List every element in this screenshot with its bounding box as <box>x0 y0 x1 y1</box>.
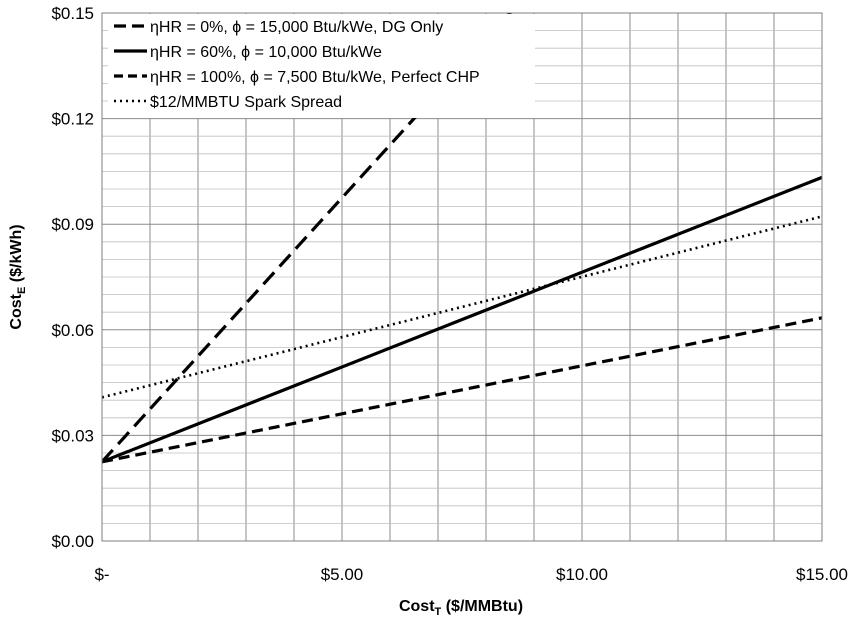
y-axis-title-subscript: E <box>16 287 28 294</box>
y-axis-title-unit: ($/kWh) <box>8 224 25 286</box>
y-tick-label: $0.15 <box>51 4 94 23</box>
y-tick-label: $0.00 <box>51 532 94 551</box>
y-tick-label: $0.09 <box>51 215 94 234</box>
legend-label-4: $12/MMBTU Spark Spread <box>150 94 342 111</box>
series-line-4 <box>102 215 822 399</box>
y-tick-label: $0.12 <box>51 110 94 129</box>
legend: ηHR = 0%, ϕ = 15,000 Btu/kWe, DG Only ηHR… <box>108 14 535 118</box>
series-line-3 <box>102 316 822 464</box>
x-tick-label: $5.00 <box>321 565 364 584</box>
legend-label-2: ηHR = 60%, ϕ = 10,000 Btu/kWe <box>150 44 382 61</box>
y-tick-label: $0.06 <box>51 321 94 340</box>
legend-label-3: ηHR = 100%, ϕ = 7,500 Btu/kWe, Perfect C… <box>150 69 480 86</box>
x-axis-title-unit: ($/MMBtu) <box>441 598 523 615</box>
x-tick-label: $15.00 <box>796 565 848 584</box>
series-line-2 <box>102 175 822 464</box>
x-axis-title-main: Cost <box>399 598 435 615</box>
plot-area-frame <box>101 12 823 542</box>
y-axis-title: CostE ($/kWh) <box>8 224 28 329</box>
x-tick-label: $10.00 <box>556 565 608 584</box>
x-axis-title: CostT ($/MMBtu) <box>399 598 523 618</box>
x-axis-title-subscript: T <box>435 606 442 618</box>
y-tick-label: $0.03 <box>51 426 94 445</box>
y-axis-ticks: $0.00 $0.03 $0.06 $0.09 $0.12 $0.15 <box>51 4 94 551</box>
x-tick-label: $- <box>94 565 109 584</box>
x-axis-ticks: $- $5.00 $10.00 $15.00 <box>94 565 848 584</box>
legend-background <box>108 14 535 118</box>
y-axis-title-main: Cost <box>8 293 25 329</box>
legend-label-1: ηHR = 0%, ϕ = 15,000 Btu/kWe, DG Only <box>150 19 443 36</box>
